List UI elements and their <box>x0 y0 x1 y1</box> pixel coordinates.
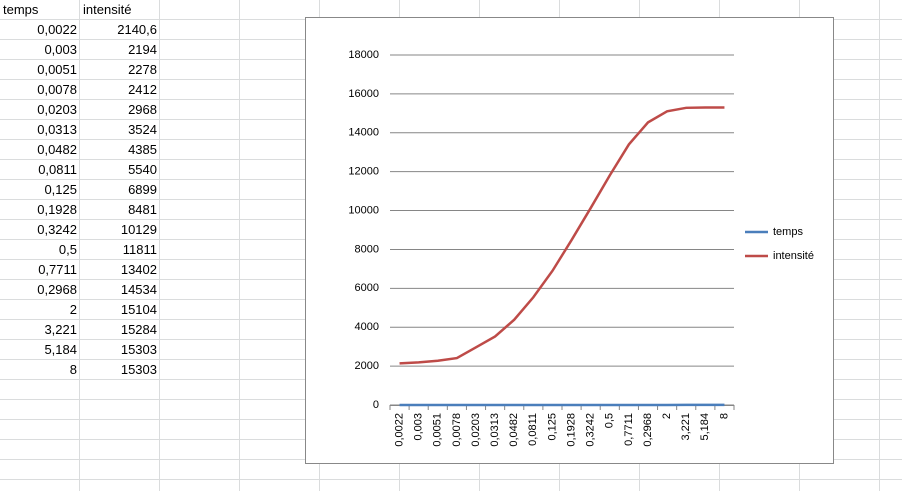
cell[interactable]: 2140,6 <box>117 22 157 37</box>
x-tick-label: 0,0203 <box>470 413 482 447</box>
cell[interactable]: 6899 <box>128 182 157 197</box>
x-tick-label: 0,125 <box>546 413 558 441</box>
cell[interactable]: 0,003 <box>44 42 77 57</box>
x-tick-label: 0,0313 <box>489 413 501 447</box>
chart-frame <box>305 17 834 464</box>
cell[interactable]: 2194 <box>128 42 157 57</box>
cell[interactable]: 5540 <box>128 162 157 177</box>
cell[interactable]: 0,0811 <box>38 162 77 177</box>
cell[interactable]: intensité <box>83 2 132 17</box>
y-tick-label: 4000 <box>355 321 379 333</box>
y-tick-label: 2000 <box>355 360 379 372</box>
cell[interactable]: 11811 <box>122 242 157 257</box>
cell[interactable]: 0,125 <box>44 182 77 197</box>
y-tick-label: 0 <box>373 399 379 411</box>
x-tick-label: 0,0811 <box>527 413 539 446</box>
cell[interactable]: 3524 <box>128 122 157 137</box>
cell[interactable]: 2278 <box>128 62 157 77</box>
cell[interactable]: 8 <box>69 362 77 377</box>
cell[interactable]: 0,1928 <box>37 202 77 217</box>
cell[interactable]: 0,0203 <box>37 102 77 117</box>
cell[interactable]: 15303 <box>120 342 157 357</box>
cell[interactable]: 3,221 <box>44 322 77 337</box>
x-tick-label: 0,003 <box>413 413 425 441</box>
y-tick-label: 6000 <box>355 282 379 294</box>
y-tick-label: 16000 <box>348 88 379 100</box>
cell[interactable]: 0,2968 <box>37 282 77 297</box>
cell[interactable]: temps <box>3 2 39 17</box>
cell[interactable]: 15284 <box>120 322 157 337</box>
y-tick-label: 14000 <box>348 127 379 139</box>
cell[interactable]: 10129 <box>120 222 157 237</box>
cell[interactable]: 2 <box>69 302 77 317</box>
cell[interactable]: 8481 <box>128 202 157 217</box>
cell[interactable]: 13402 <box>120 262 157 277</box>
x-tick-label: 0,1928 <box>565 413 577 447</box>
cell[interactable]: 0,0051 <box>37 62 77 77</box>
cell[interactable]: 0,0482 <box>37 142 77 157</box>
x-tick-label: 2 <box>661 413 673 419</box>
x-tick-label: 0,0022 <box>393 413 405 447</box>
legend-label: temps <box>773 226 803 238</box>
x-tick-label: 0,0051 <box>432 413 444 447</box>
cell[interactable]: 2412 <box>128 82 157 97</box>
y-tick-label: 12000 <box>348 166 379 178</box>
y-tick-label: 8000 <box>355 243 379 255</box>
x-tick-label: 0,0482 <box>508 413 520 447</box>
cell[interactable]: 5,184 <box>44 342 77 357</box>
cell[interactable]: 4385 <box>128 142 157 157</box>
cell[interactable]: 0,3242 <box>37 222 77 237</box>
cell[interactable]: 15104 <box>120 302 157 317</box>
x-tick-label: 0,2968 <box>642 413 654 447</box>
x-tick-label: 5,184 <box>699 413 711 441</box>
x-tick-label: 8 <box>718 413 730 419</box>
x-tick-label: 0,7711 <box>623 413 635 446</box>
cell[interactable]: 2968 <box>128 102 157 117</box>
x-tick-label: 0,3242 <box>585 413 597 447</box>
cell[interactable]: 15303 <box>120 362 157 377</box>
y-tick-label: 18000 <box>348 49 379 61</box>
cell[interactable]: 0,0078 <box>37 82 77 97</box>
legend-label: intensité <box>773 250 814 262</box>
x-tick-label: 0,0078 <box>451 413 463 447</box>
cell[interactable]: 0,0022 <box>37 22 77 37</box>
series-line <box>399 106 725 365</box>
cell[interactable]: 0,7711 <box>38 262 77 277</box>
y-tick-label: 10000 <box>348 204 379 216</box>
x-tick-label: 3,221 <box>680 413 692 441</box>
cell[interactable]: 14534 <box>120 282 157 297</box>
cell[interactable]: 0,5 <box>58 242 77 257</box>
x-tick-label: 0,5 <box>604 413 616 428</box>
cell[interactable]: 0,0313 <box>37 122 77 137</box>
